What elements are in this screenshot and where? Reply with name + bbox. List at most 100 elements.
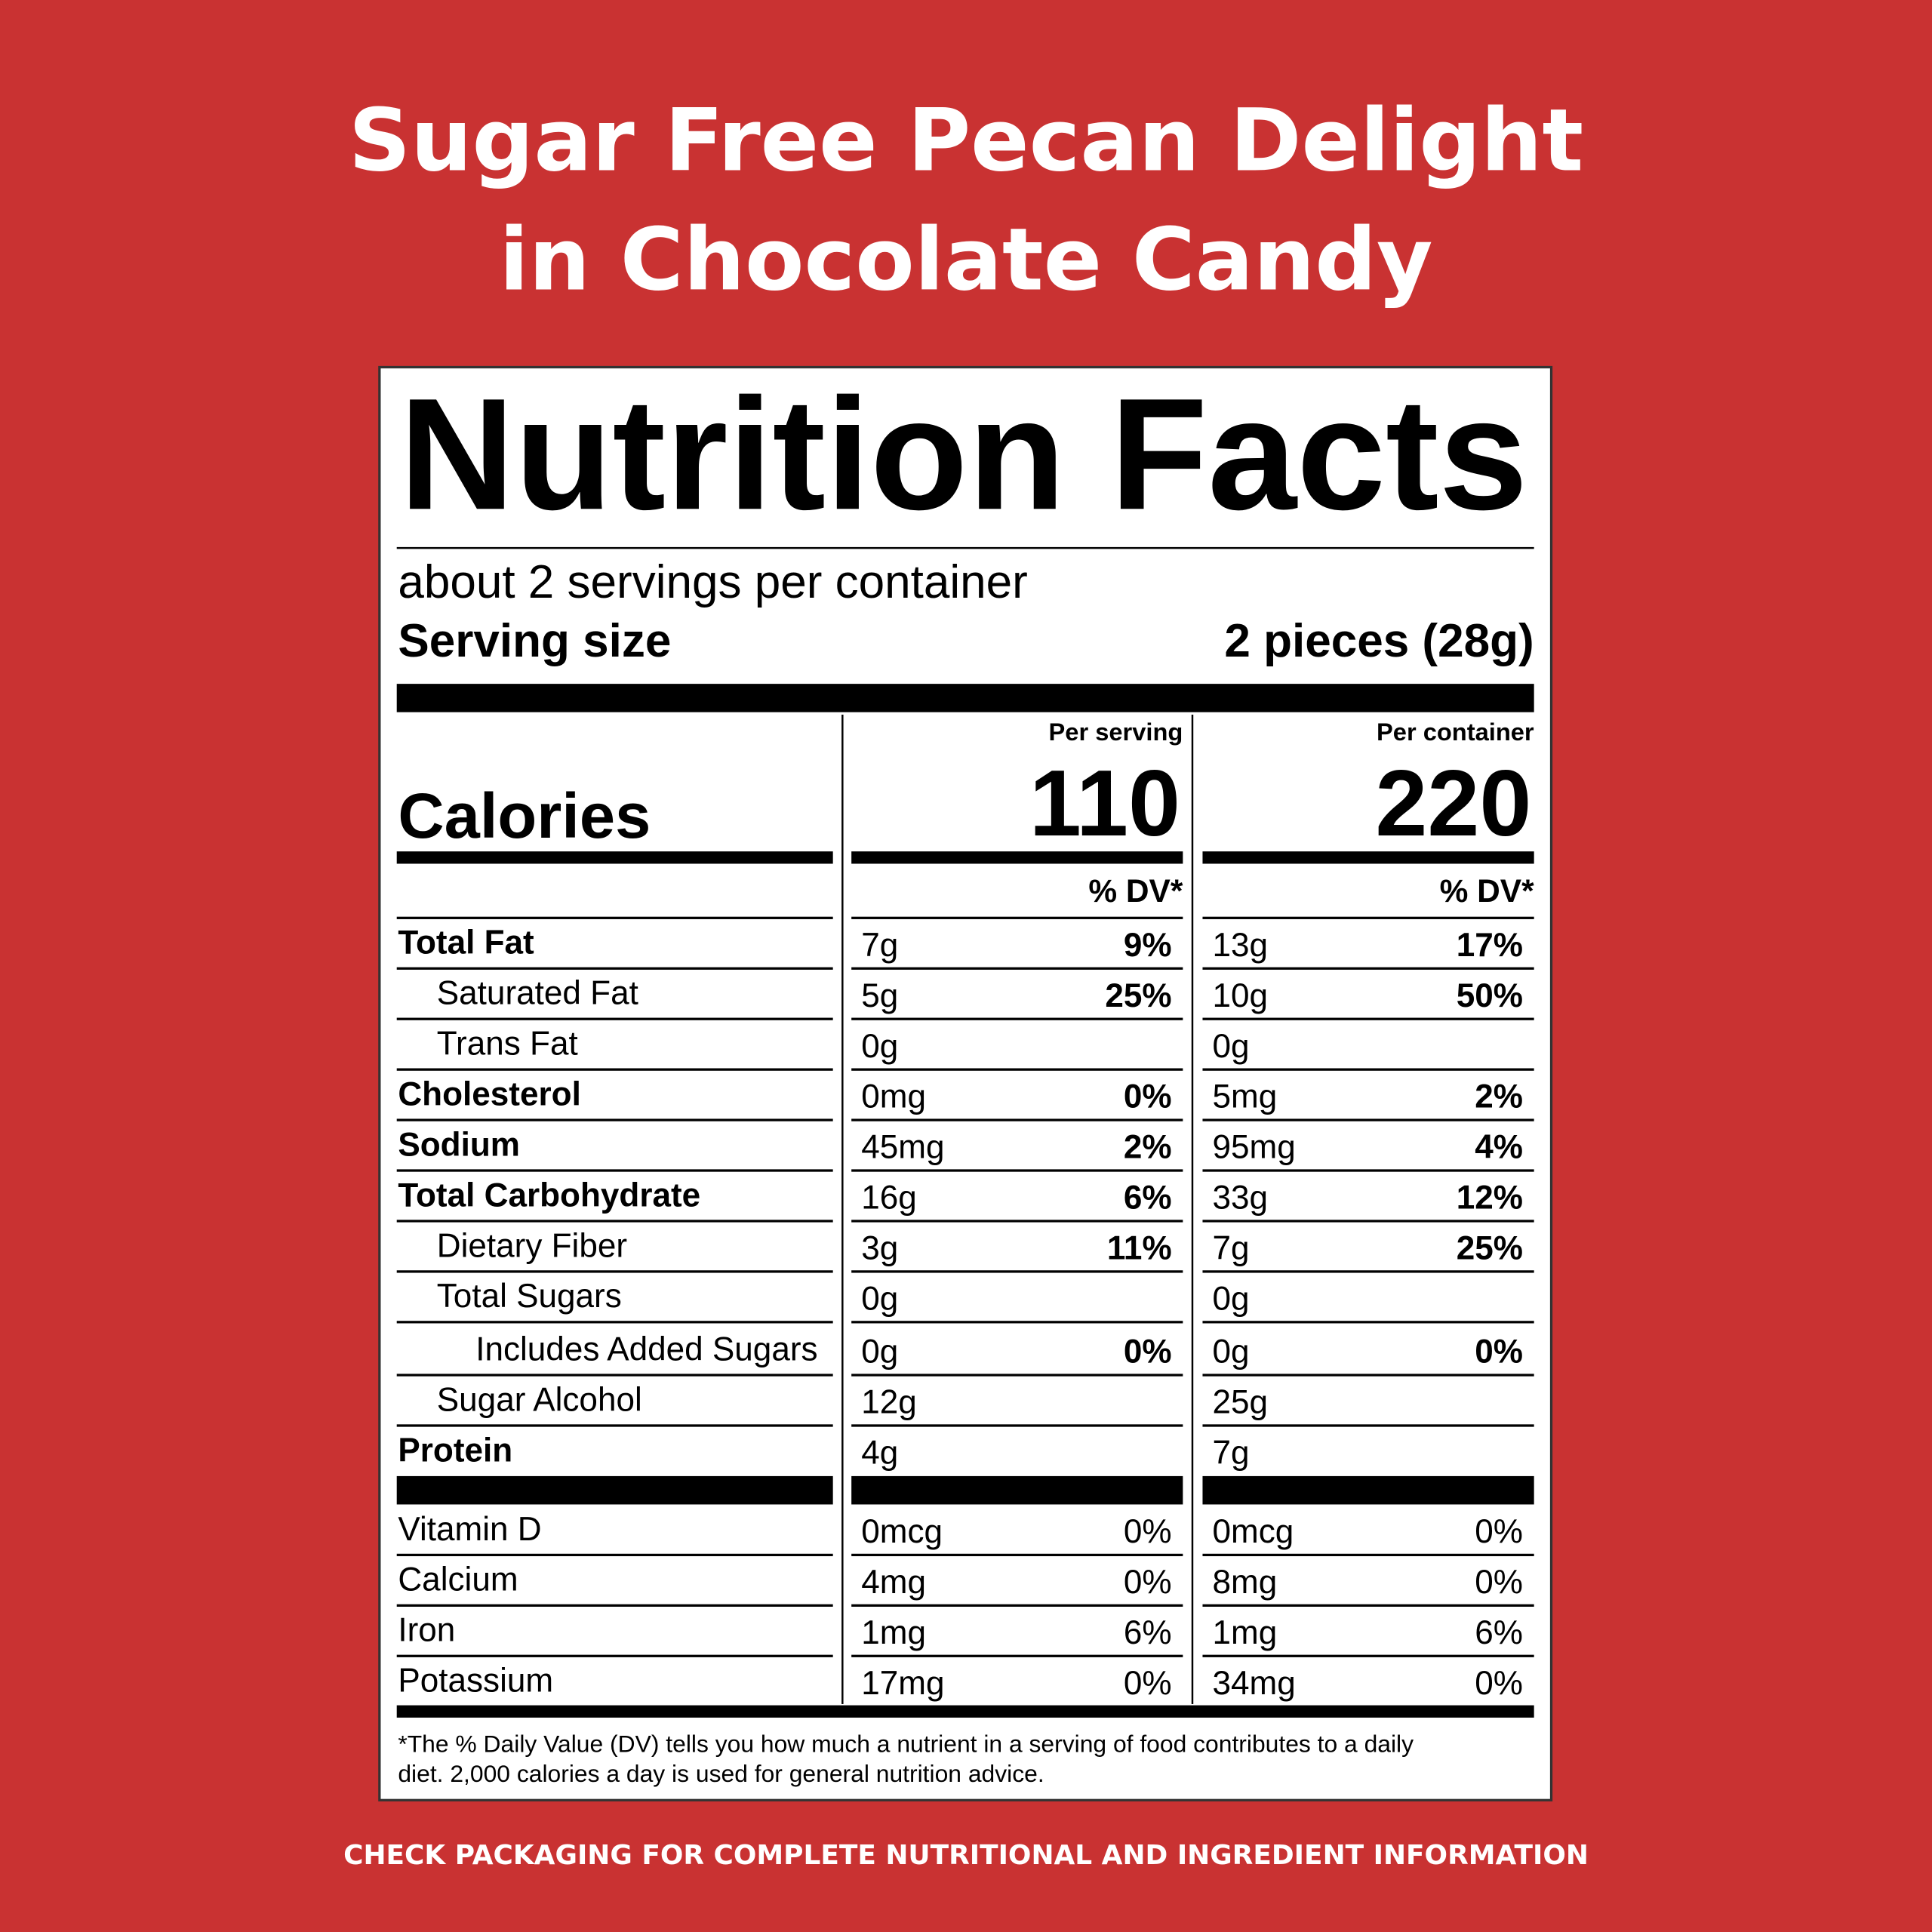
- amount: 1mg: [1213, 1614, 1278, 1651]
- rule: [851, 1169, 1183, 1172]
- nutrient-name: Trans Fat: [437, 1026, 578, 1063]
- nutrient-name: Iron: [398, 1612, 455, 1649]
- daily-value: 0%: [1475, 1665, 1523, 1702]
- rule: [851, 1604, 1183, 1607]
- daily-value: 6%: [1475, 1614, 1523, 1651]
- title: in Chocolate Candy: [499, 210, 1432, 310]
- rule: [851, 967, 1183, 970]
- amount: 0g: [1213, 1281, 1250, 1318]
- label-panel: [378, 365, 1553, 1801]
- thick-bar: [396, 1705, 1534, 1718]
- serving-size: 2 pieces (28g): [1224, 615, 1534, 667]
- amount: 1mg: [861, 1614, 926, 1651]
- calories-label: Calories: [398, 780, 651, 851]
- rule: [1202, 1553, 1534, 1557]
- amount: 8mg: [1213, 1564, 1278, 1601]
- column-divider: [841, 714, 844, 1704]
- rule: [1202, 1270, 1534, 1273]
- rule: [1202, 1118, 1534, 1121]
- nutrient-name: Cholesterol: [398, 1075, 580, 1112]
- daily-value: 25%: [1105, 977, 1171, 1014]
- title: Sugar Free Pecan Delight: [349, 90, 1583, 190]
- calories-value: 110: [1029, 752, 1180, 856]
- footnote: *The % Daily Value (DV) tells you how mu…: [398, 1730, 1414, 1758]
- daily-value: 0%: [1475, 1513, 1523, 1550]
- amount: 7g: [861, 927, 898, 964]
- serving-size-label: Serving size: [398, 615, 671, 667]
- footer: CHECK PACKAGING FOR COMPLETE NUTRITIONAL…: [343, 1840, 1589, 1871]
- column-divider: [1191, 714, 1194, 1704]
- nutrient-name: Includes Added Sugars: [475, 1331, 817, 1367]
- daily-value: 0%: [1124, 1564, 1172, 1601]
- amount: 45mg: [861, 1129, 944, 1166]
- rule: [396, 1068, 833, 1071]
- daily-value: 0%: [1475, 1334, 1523, 1371]
- rule: [396, 916, 833, 919]
- rule: [396, 1424, 833, 1427]
- rule: [851, 916, 1183, 919]
- rule: [851, 1017, 1183, 1020]
- amount: 13g: [1213, 927, 1269, 964]
- rule: [396, 1220, 833, 1223]
- rule: [396, 546, 1534, 549]
- amount: 0mg: [861, 1078, 926, 1115]
- dv-heading: % DV*: [1088, 873, 1183, 909]
- nutrient-name: Potassium: [398, 1663, 553, 1700]
- daily-value: 0%: [1124, 1513, 1172, 1550]
- rule: [396, 1553, 833, 1557]
- rule: [851, 1654, 1183, 1657]
- column-heading: Per serving: [1049, 718, 1183, 746]
- rule: [851, 1321, 1183, 1324]
- rule: [396, 1169, 833, 1172]
- amount: 0g: [861, 1028, 898, 1065]
- rule: [1202, 1475, 1534, 1505]
- rule: [851, 1270, 1183, 1273]
- rule: [1202, 1654, 1534, 1657]
- amount: 0mcg: [1213, 1513, 1294, 1550]
- daily-value: 0%: [1475, 1564, 1523, 1601]
- rule: [1202, 1604, 1534, 1607]
- daily-value: 6%: [1124, 1614, 1172, 1651]
- rule: [396, 1321, 833, 1324]
- daily-value: 50%: [1457, 977, 1523, 1014]
- daily-value: 4%: [1475, 1129, 1523, 1166]
- rule: [851, 1118, 1183, 1121]
- amount: 0g: [1213, 1028, 1250, 1065]
- amount: 4g: [861, 1435, 898, 1472]
- amount: 25g: [1213, 1384, 1269, 1421]
- daily-value: 0%: [1124, 1078, 1172, 1115]
- rule: [1202, 1424, 1534, 1427]
- rule: [396, 1118, 833, 1121]
- daily-value: 17%: [1457, 927, 1523, 964]
- daily-value: 9%: [1124, 927, 1172, 964]
- amount: 95mg: [1213, 1129, 1296, 1166]
- rule: [396, 1270, 833, 1273]
- amount: 16g: [861, 1180, 917, 1217]
- rule: [851, 1424, 1183, 1427]
- amount: 5mg: [1213, 1078, 1278, 1115]
- amount: 0g: [1213, 1334, 1250, 1371]
- nutrient-name: Total Fat: [398, 924, 534, 961]
- nutrient-name: Sodium: [398, 1126, 520, 1163]
- amount: 33g: [1213, 1180, 1269, 1217]
- rule: [851, 1220, 1183, 1223]
- daily-value: 11%: [1107, 1230, 1172, 1267]
- footnote: diet. 2,000 calories a day is used for g…: [398, 1760, 1044, 1787]
- rule: [1202, 1017, 1534, 1020]
- rule: [851, 1374, 1183, 1377]
- rule: [396, 1017, 833, 1020]
- nutrient-name: Vitamin D: [398, 1511, 541, 1548]
- amount: 34mg: [1213, 1665, 1296, 1702]
- nutrient-name: Total Carbohydrate: [398, 1177, 700, 1214]
- nutrient-name: Dietary Fiber: [437, 1227, 627, 1264]
- rule: [396, 1374, 833, 1377]
- rule: [396, 1654, 833, 1657]
- nutrient-name: Total Sugars: [437, 1278, 622, 1315]
- daily-value: 0%: [1124, 1334, 1172, 1371]
- servings: about 2 servings per container: [398, 556, 1027, 608]
- daily-value: 2%: [1475, 1078, 1523, 1115]
- rule: [851, 851, 1183, 864]
- rule: [1202, 1374, 1534, 1377]
- nutrition-facts-heading: Nutrition Facts: [399, 365, 1528, 543]
